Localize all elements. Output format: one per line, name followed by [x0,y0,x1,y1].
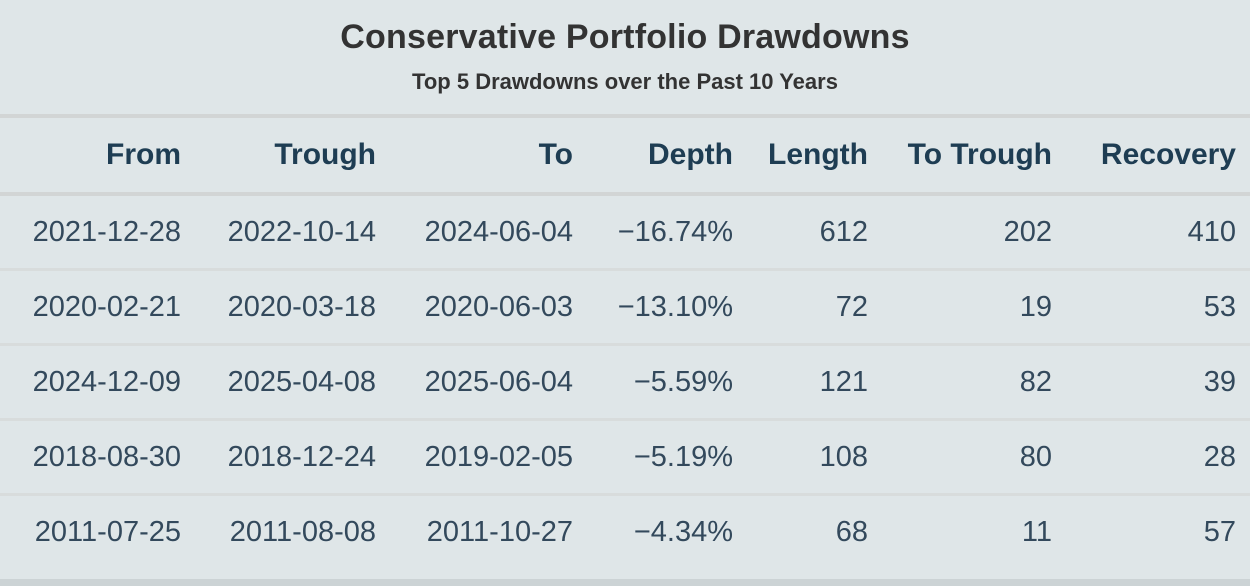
cell-from: 2021-12-28 [32,215,181,248]
cell-length: 108 [819,440,868,473]
cell-recovery: 28 [1203,440,1236,473]
drawdowns-table: From Trough To Depth Length To Trough Re… [0,114,1250,568]
column-header-from: From [106,138,181,171]
cell-from: 2018-08-30 [32,440,181,473]
cell-to: 2019-02-05 [424,440,573,473]
cell-to-trough: 80 [1019,440,1052,473]
cell-length: 68 [835,515,868,548]
column-header-length: Length [768,138,868,171]
table-row: 2011-07-25 2011-08-08 2011-10-27 −4.34% … [0,494,1250,569]
page-subtitle: Top 5 Drawdowns over the Past 10 Years [412,68,838,94]
cell-depth: −5.19% [633,440,733,473]
cell-recovery: 410 [1187,215,1236,248]
cell-depth: −13.10% [617,290,733,323]
cell-from: 2024-12-09 [32,365,181,398]
column-header-depth: Depth [648,138,733,171]
cell-from: 2020-02-21 [32,290,181,323]
cell-trough: 2022-10-14 [227,215,376,248]
cell-length: 72 [835,290,868,323]
column-header-recovery: Recovery [1100,138,1236,171]
page-title: Conservative Portfolio Drawdowns [340,18,910,56]
bottom-divider [0,579,1250,586]
cell-to-trough: 19 [1019,290,1052,323]
title-block: Conservative Portfolio Drawdowns Top 5 D… [0,0,1250,114]
table-header-row: From Trough To Depth Length To Trough Re… [0,116,1250,194]
cell-trough: 2025-04-08 [227,365,376,398]
cell-to-trough: 82 [1019,365,1052,398]
cell-depth: −5.59% [633,365,733,398]
table-row: 2018-08-30 2018-12-24 2019-02-05 −5.19% … [0,419,1250,495]
cell-from: 2011-07-25 [34,515,181,548]
cell-length: 121 [819,365,868,398]
table-row: 2021-12-28 2022-10-14 2024-06-04 −16.74%… [0,194,1250,270]
table-row: 2020-02-21 2020-03-18 2020-06-03 −13.10%… [0,269,1250,345]
cell-trough: 2020-03-18 [227,290,376,323]
cell-recovery: 53 [1203,290,1236,323]
cell-to-trough: 202 [1003,215,1052,248]
column-header-to: To [538,138,573,171]
column-header-trough: Trough [274,138,376,171]
cell-trough: 2018-12-24 [227,440,376,473]
cell-to: 2024-06-04 [424,215,573,248]
cell-to-trough: 11 [1021,515,1052,548]
cell-trough: 2011-08-08 [229,515,376,548]
column-header-to-trough: To Trough [907,138,1052,171]
cell-to: 2011-10-27 [426,515,573,548]
table-row: 2024-12-09 2025-04-08 2025-06-04 −5.59% … [0,344,1250,420]
cell-depth: −4.34% [633,515,733,548]
cell-to: 2025-06-04 [424,365,573,398]
cell-length: 612 [819,215,868,248]
cell-depth: −16.74% [617,215,733,248]
cell-recovery: 39 [1203,365,1236,398]
cell-recovery: 57 [1203,515,1236,548]
cell-to: 2020-06-03 [424,290,573,323]
